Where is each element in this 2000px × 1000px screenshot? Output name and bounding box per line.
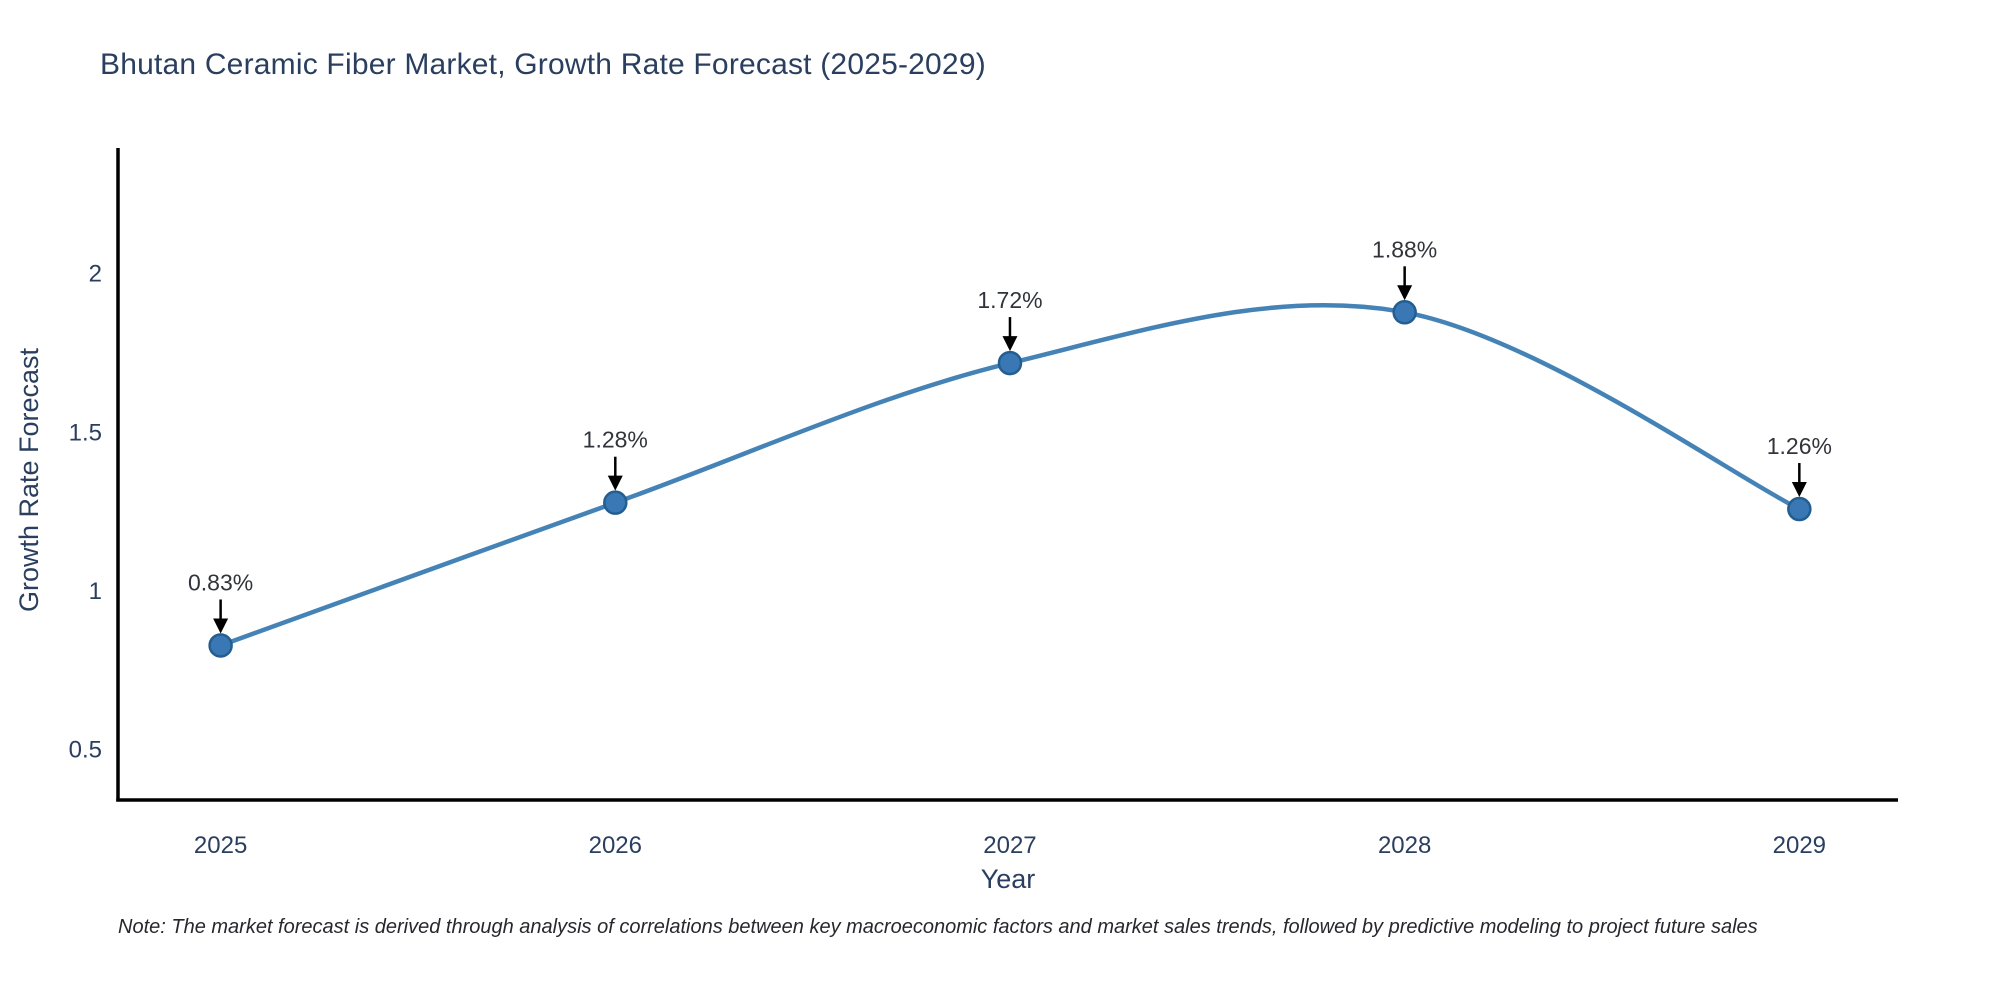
- annotation-arrowhead-icon: [213, 618, 229, 634]
- y-tick-label: 1.5: [69, 419, 102, 446]
- annotation-arrowhead-icon: [607, 475, 623, 491]
- x-tick-label: 2029: [1773, 832, 1826, 859]
- data-point-marker: [208, 633, 233, 658]
- data-point-label: 1.28%: [583, 427, 648, 453]
- data-point-label: 0.83%: [188, 569, 253, 595]
- chart-title: Bhutan Ceramic Fiber Market, Growth Rate…: [100, 48, 986, 81]
- data-point-marker: [1392, 300, 1417, 325]
- data-point-label: 1.26%: [1767, 433, 1832, 459]
- x-axis-title: Year: [981, 864, 1036, 894]
- annotation-arrowhead-icon: [1397, 285, 1413, 301]
- note-text: Note: The market forecast is derived thr…: [118, 916, 1758, 938]
- data-point-marker: [997, 350, 1023, 376]
- y-tick-label: 2: [89, 261, 102, 288]
- annotation-arrowhead-icon: [1791, 482, 1807, 498]
- y-tick-label: 1: [89, 578, 102, 605]
- y-tick-label: 0.5: [69, 737, 102, 764]
- data-point-marker: [1787, 496, 1812, 522]
- y-axis-title: Growth Rate Forecast: [14, 347, 44, 612]
- x-tick-label: 2026: [589, 832, 642, 859]
- data-point-label: 1.72%: [977, 287, 1042, 313]
- data-point-marker: [603, 490, 628, 515]
- x-tick-label: 2028: [1378, 832, 1431, 859]
- annotation-arrowhead-icon: [1002, 336, 1018, 352]
- data-point-label: 1.88%: [1372, 236, 1437, 262]
- x-tick-label: 2027: [983, 832, 1036, 859]
- x-tick-label: 2025: [194, 832, 247, 859]
